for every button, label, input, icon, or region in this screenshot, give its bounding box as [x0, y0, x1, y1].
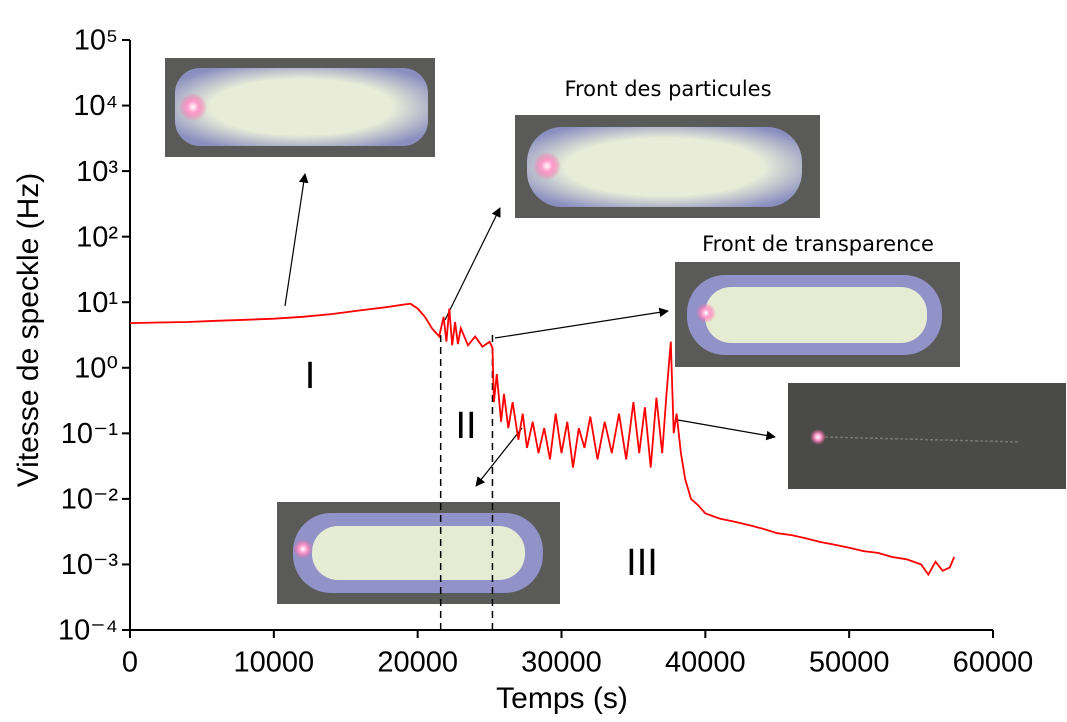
arrow: [475, 427, 523, 487]
y-tick-label: 10³: [76, 156, 118, 188]
arrow: [444, 207, 501, 321]
x-tick-label: 10000: [234, 647, 315, 679]
y-tick-label: 10⁰: [74, 352, 118, 384]
arrow: [677, 419, 776, 441]
x-tick-label: 40000: [665, 647, 746, 679]
y-tick-label: 10⁻³: [61, 549, 119, 581]
y-tick-label: 10⁴: [73, 90, 118, 122]
y-tick-label: 10¹: [76, 287, 118, 319]
annotation: Front de transparence: [702, 232, 934, 256]
annotation: I: [305, 355, 316, 397]
annotation: II: [455, 405, 476, 447]
data-line: [129, 302, 956, 577]
x-tick-label: 30000: [521, 647, 602, 679]
x-tick-label: 50000: [809, 647, 890, 679]
arrows: [284, 173, 776, 487]
x-axis-title: Temps (s): [496, 682, 628, 715]
x-tick-label: 20000: [377, 647, 458, 679]
annotation: Front des particules: [564, 77, 771, 101]
inset-photo: [165, 58, 435, 157]
arrow: [284, 173, 309, 307]
y-tick-label: 10⁻⁴: [58, 615, 118, 647]
inset-photo: [675, 262, 960, 367]
inset-photo: [788, 383, 1066, 489]
y-tick-label: 10⁵: [74, 25, 118, 57]
y-tick-label: 10⁻²: [61, 484, 119, 516]
x-tick-label: 0: [122, 647, 138, 679]
inset-photo: [277, 502, 560, 604]
y-tick-label: 10²: [76, 221, 118, 253]
x-tick-label: 60000: [953, 647, 1034, 679]
y-axis-title: Vitesse de speckle (Hz): [12, 173, 45, 488]
y-tick-label: 10⁻¹: [61, 418, 119, 450]
inset-photo: [515, 115, 820, 218]
inset-images: [165, 58, 1066, 604]
arrow: [494, 307, 669, 339]
annotation: III: [626, 542, 658, 584]
